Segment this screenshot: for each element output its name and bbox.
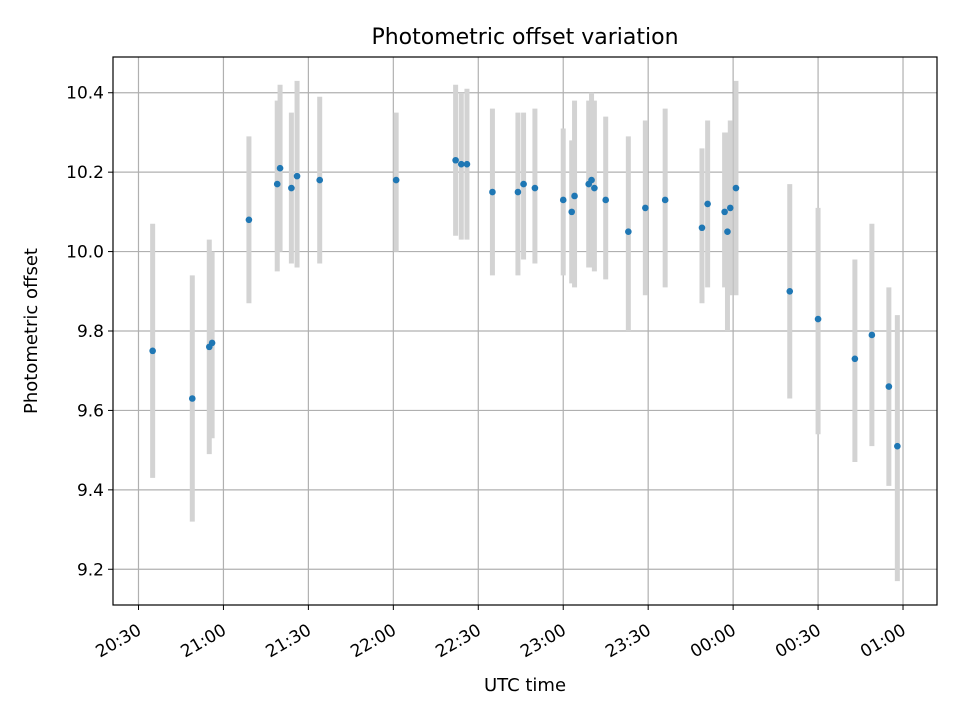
data-point xyxy=(591,184,598,192)
y-tick-label: 10.0 xyxy=(66,243,104,263)
data-point xyxy=(851,355,859,363)
data-point xyxy=(625,228,632,236)
data-point xyxy=(642,204,649,212)
data-point xyxy=(602,196,610,204)
y-axis-label: Photometric offset xyxy=(21,248,42,414)
data-point xyxy=(489,188,496,196)
data-point xyxy=(273,180,281,188)
x-axis-label: UTC time xyxy=(484,675,566,696)
data-point xyxy=(698,224,706,232)
data-point xyxy=(514,188,522,196)
data-point xyxy=(894,442,901,450)
y-tick-label: 10.2 xyxy=(66,163,104,183)
data-points xyxy=(149,156,901,450)
data-point xyxy=(786,287,794,295)
y-tick-label: 9.4 xyxy=(77,481,104,501)
chart-title: Photometric offset variation xyxy=(371,25,678,50)
data-point xyxy=(721,208,728,216)
data-point xyxy=(726,204,734,212)
data-point xyxy=(288,184,295,192)
data-point xyxy=(588,176,595,184)
data-point xyxy=(276,164,284,172)
data-point xyxy=(571,192,578,200)
data-point xyxy=(457,160,465,168)
data-point xyxy=(293,172,301,180)
data-point xyxy=(868,331,876,339)
data-point xyxy=(885,383,893,390)
data-point xyxy=(463,160,471,168)
data-point xyxy=(559,196,567,204)
y-tick-label: 9.6 xyxy=(77,401,104,421)
data-point xyxy=(149,347,156,355)
data-point xyxy=(661,196,669,204)
data-point xyxy=(732,184,740,192)
data-point xyxy=(520,180,527,188)
y-axis-ticks: 9.2 9.4 9.6 9.8 10.0 10.2 10.4 xyxy=(66,84,113,580)
data-point xyxy=(568,208,576,216)
y-tick-label: 9.8 xyxy=(77,322,104,342)
data-point xyxy=(704,200,711,208)
data-point xyxy=(208,339,216,347)
data-point xyxy=(188,395,196,402)
data-point xyxy=(531,184,539,192)
y-tick-label: 10.4 xyxy=(66,84,104,104)
data-point xyxy=(724,228,731,236)
data-point xyxy=(452,156,459,164)
data-point xyxy=(814,315,822,323)
data-point xyxy=(392,176,400,184)
data-point xyxy=(245,216,253,224)
y-tick-label: 9.2 xyxy=(77,560,104,580)
data-point xyxy=(316,176,324,184)
